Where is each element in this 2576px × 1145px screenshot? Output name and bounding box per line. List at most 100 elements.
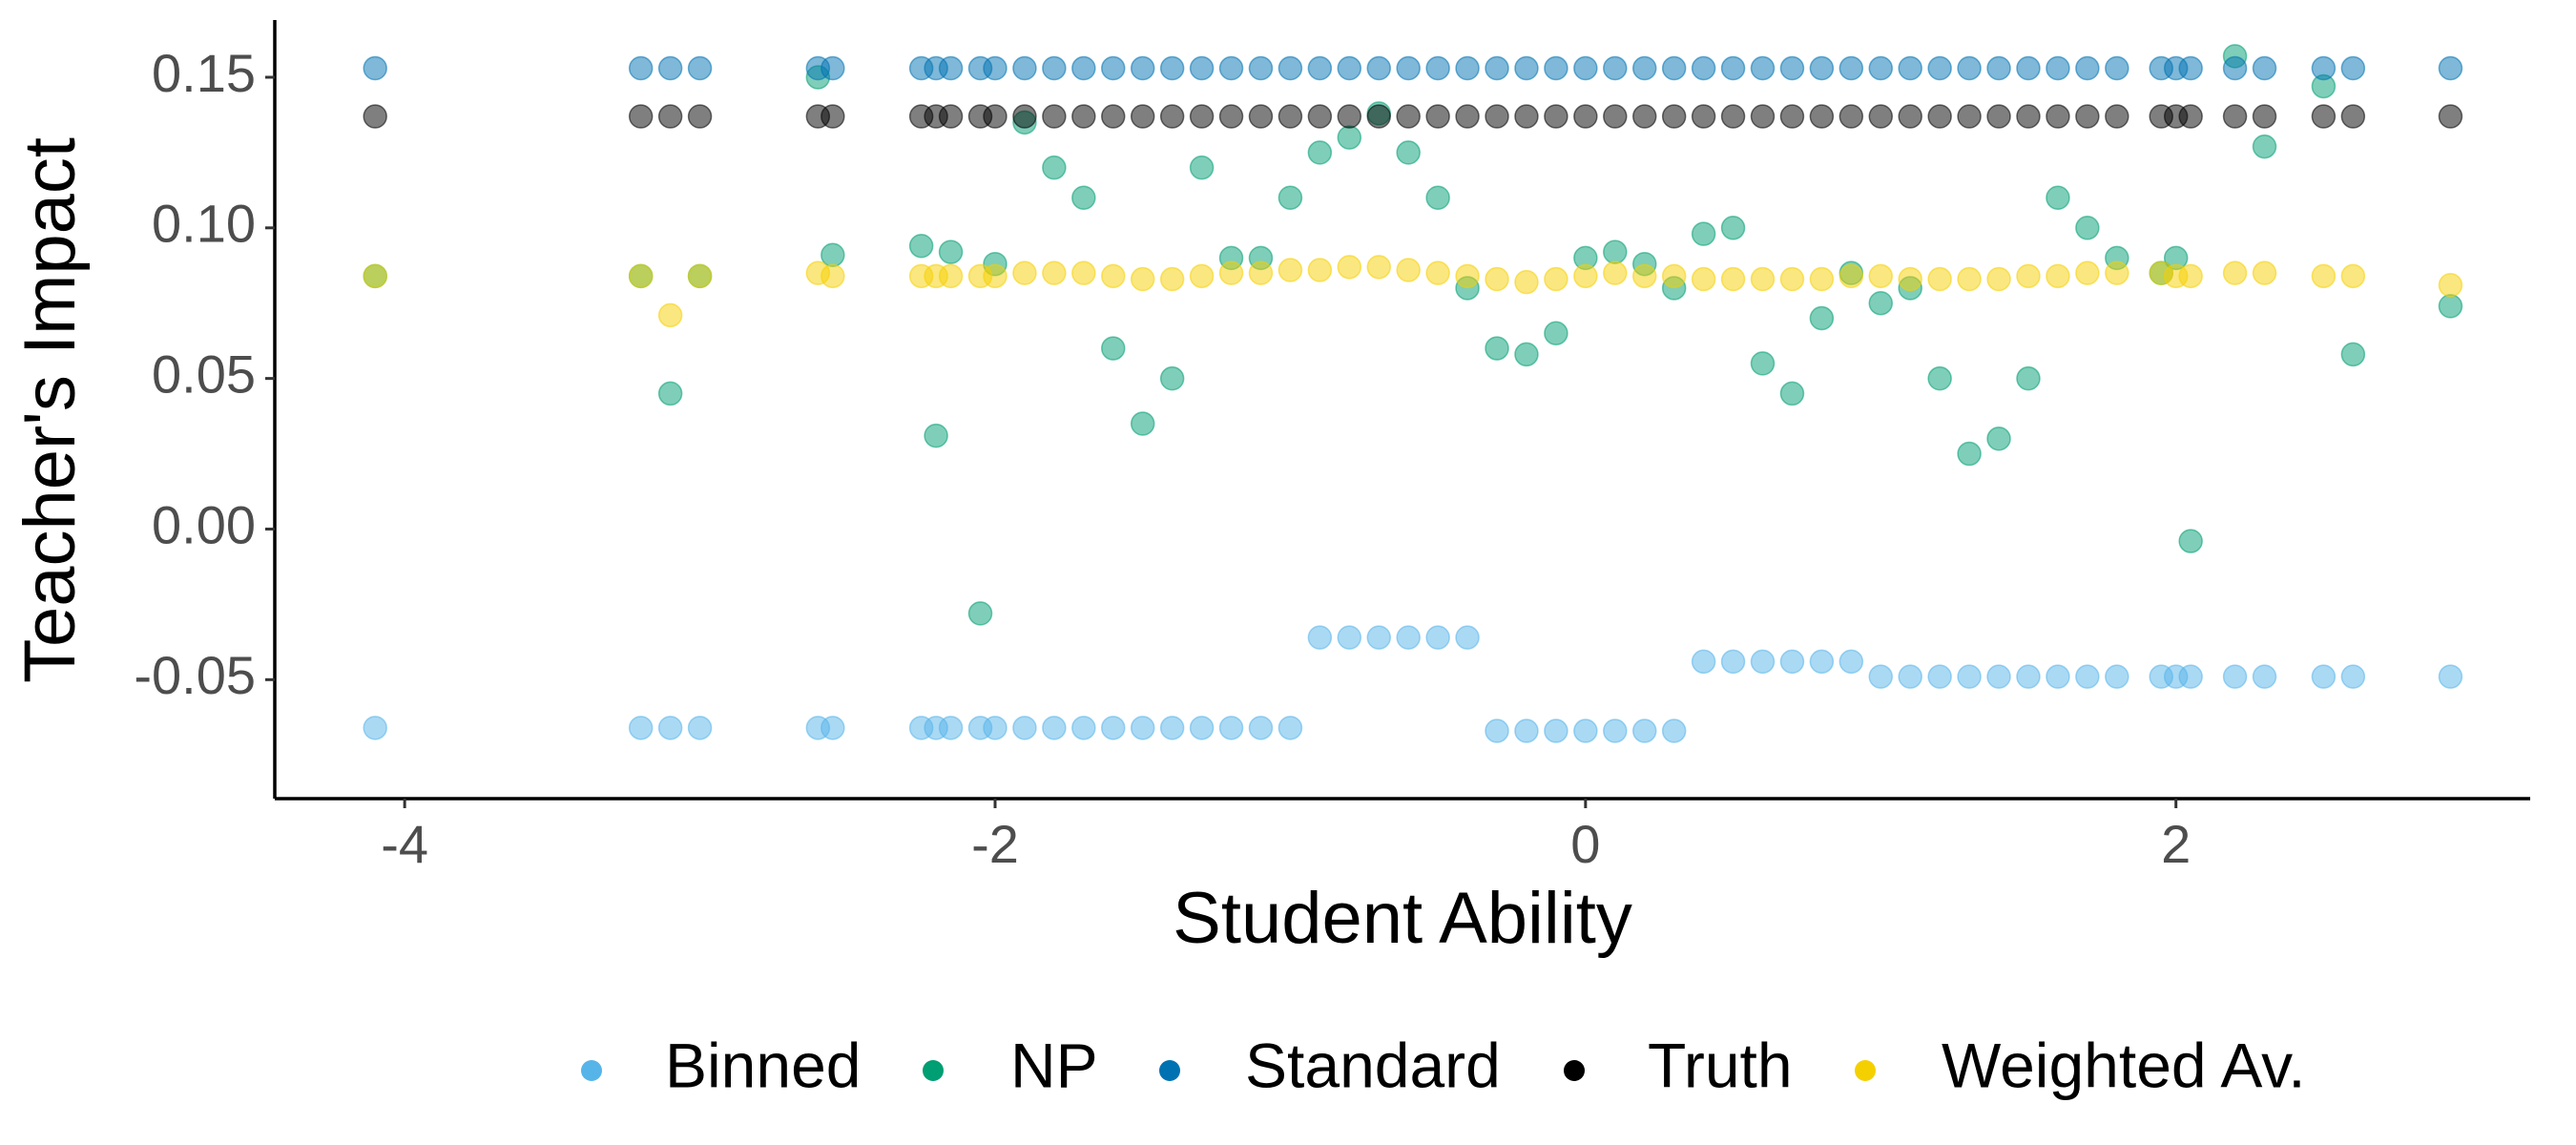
point	[2222, 260, 2248, 285]
y-tick-label: 0.15	[152, 43, 256, 103]
point	[1631, 263, 1657, 289]
x-tick-label: 0	[1570, 814, 1600, 874]
point	[1042, 155, 1067, 180]
point	[1603, 55, 1628, 81]
x-tick-label: -2	[971, 814, 1019, 874]
x-tick-label: 2	[2161, 814, 2191, 874]
point	[1159, 55, 1185, 81]
point	[2016, 104, 2041, 129]
point	[1071, 260, 1096, 285]
point	[1868, 664, 1894, 689]
point	[1720, 104, 1746, 129]
point	[1720, 216, 1746, 240]
point	[1455, 263, 1480, 289]
point	[363, 55, 387, 81]
point	[1927, 365, 1952, 391]
point	[1278, 55, 1303, 81]
point	[1307, 140, 1333, 165]
point	[1130, 716, 1155, 740]
point	[1189, 104, 1215, 129]
point	[2222, 664, 2248, 689]
point	[1248, 55, 1274, 81]
point	[1130, 104, 1155, 129]
point	[1631, 104, 1657, 129]
point	[1544, 266, 1568, 292]
point	[2075, 664, 2100, 689]
point	[1927, 104, 1952, 129]
point	[657, 381, 683, 406]
point	[1396, 55, 1421, 81]
legend-label: Standard	[1245, 1030, 1501, 1100]
legend-label: Truth	[1648, 1030, 1793, 1100]
point	[1603, 104, 1628, 129]
point	[938, 239, 964, 264]
point	[1957, 55, 1982, 81]
point	[1485, 266, 1509, 292]
point	[2311, 664, 2337, 689]
point	[657, 55, 683, 81]
point	[1366, 255, 1391, 280]
point	[1839, 104, 1864, 129]
point	[1868, 104, 1894, 129]
point	[1189, 55, 1215, 81]
point	[657, 104, 683, 129]
point	[2016, 263, 2041, 289]
point	[1573, 263, 1598, 289]
point	[1012, 55, 1037, 81]
point	[1868, 263, 1894, 289]
point	[1485, 55, 1509, 81]
point	[1189, 716, 1215, 740]
point	[1278, 104, 1303, 129]
point	[1986, 55, 2011, 81]
point	[1042, 716, 1067, 740]
point	[2075, 260, 2100, 285]
legend-label: Binned	[665, 1030, 862, 1100]
point	[1514, 342, 1539, 367]
point	[1573, 104, 1598, 129]
point	[1691, 104, 1716, 129]
point	[1986, 664, 2011, 689]
point	[1839, 55, 1864, 81]
point	[2340, 342, 2366, 367]
point	[1544, 718, 1568, 743]
point	[2340, 664, 2366, 689]
point	[1809, 649, 1835, 675]
point	[1573, 55, 1598, 81]
point	[1691, 266, 1716, 292]
point	[1898, 104, 1922, 129]
point	[1750, 55, 1776, 81]
point	[1159, 716, 1185, 740]
point	[2222, 55, 2248, 81]
point	[1425, 625, 1450, 650]
point	[2252, 104, 2277, 129]
point	[2105, 55, 2129, 81]
point	[1307, 55, 1333, 81]
point	[1396, 140, 1421, 165]
point	[1337, 104, 1362, 129]
point	[1603, 260, 1628, 285]
point	[908, 234, 934, 259]
point	[1101, 263, 1126, 289]
y-axis-title: Teacher's Impact	[10, 137, 91, 683]
point	[2105, 104, 2129, 129]
point	[2046, 185, 2070, 210]
point	[1071, 104, 1096, 129]
point	[1661, 263, 1687, 289]
point	[2016, 664, 2041, 689]
point	[1573, 718, 1598, 743]
point	[2075, 104, 2100, 129]
point	[1189, 263, 1215, 289]
point	[1455, 625, 1480, 650]
legend-marker	[1159, 1060, 1180, 1081]
point	[2016, 365, 2041, 391]
point	[1661, 55, 1687, 81]
point	[1396, 625, 1421, 650]
point	[1101, 104, 1126, 129]
point	[1514, 718, 1539, 743]
point	[628, 716, 654, 740]
point	[1839, 263, 1864, 289]
point	[983, 55, 1008, 81]
point	[1189, 155, 1215, 180]
point	[1130, 411, 1155, 436]
